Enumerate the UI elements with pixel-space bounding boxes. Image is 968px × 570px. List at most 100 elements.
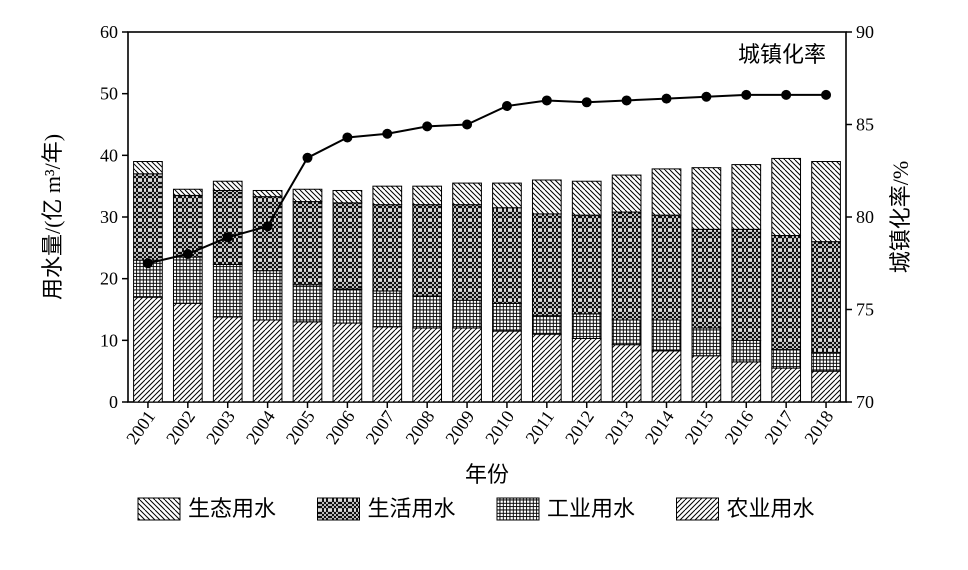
bar-industrial <box>652 320 681 351</box>
bar-domestic <box>213 190 242 264</box>
urbanization-point <box>622 95 632 105</box>
bar-domestic <box>772 236 801 350</box>
svg-text:2003: 2003 <box>202 407 239 448</box>
bar-domestic <box>293 202 322 285</box>
bar-ecological <box>732 165 761 230</box>
svg-text:生态用水: 生态用水 <box>188 496 276 521</box>
urbanization-point <box>701 92 711 102</box>
svg-text:2005: 2005 <box>282 407 319 448</box>
bar-domestic <box>812 242 841 353</box>
urbanization-point <box>662 94 672 104</box>
bar-industrial <box>333 289 362 323</box>
bar-industrial <box>812 353 841 372</box>
bar-domestic <box>532 214 561 316</box>
bar-domestic <box>453 205 482 301</box>
svg-text:2004: 2004 <box>242 407 279 448</box>
bar-agriculture <box>453 328 482 402</box>
bar-industrial <box>732 340 761 362</box>
urbanization-point <box>263 221 273 231</box>
svg-text:2010: 2010 <box>481 407 518 448</box>
svg-text:20: 20 <box>100 269 118 289</box>
svg-text:2008: 2008 <box>401 407 438 448</box>
bar-agriculture <box>652 351 681 402</box>
bar-domestic <box>692 229 721 328</box>
water-usage-chart: 0102030405060707580859020012002200320042… <box>10 10 958 560</box>
bar-agriculture <box>333 323 362 402</box>
bar-agriculture <box>612 345 641 402</box>
bar-agriculture <box>293 322 322 402</box>
bar-industrial <box>532 316 561 335</box>
svg-text:2018: 2018 <box>800 407 837 448</box>
bar-agriculture <box>173 303 202 402</box>
bar-agriculture <box>373 327 402 402</box>
svg-text:城镇化率/%: 城镇化率/% <box>888 161 913 273</box>
bar-ecological <box>413 186 442 205</box>
urbanization-point <box>462 120 472 130</box>
bar-agriculture <box>532 334 561 402</box>
urbanization-point <box>303 153 313 163</box>
svg-text:2017: 2017 <box>760 407 797 448</box>
urbanization-point <box>223 232 233 242</box>
bar-domestic <box>173 195 202 257</box>
bar-agriculture <box>812 371 841 402</box>
bar-industrial <box>493 303 522 331</box>
svg-text:生活用水: 生活用水 <box>368 496 456 521</box>
svg-text:2011: 2011 <box>521 407 558 447</box>
bar-ecological <box>293 189 322 201</box>
bar-domestic <box>572 215 601 314</box>
bar-agriculture <box>413 328 442 402</box>
bar-agriculture <box>572 338 601 402</box>
urbanization-point <box>183 249 193 259</box>
bar-domestic <box>333 203 362 289</box>
svg-text:80: 80 <box>856 207 874 227</box>
urbanization-point <box>143 258 153 268</box>
bar-agriculture <box>213 317 242 402</box>
bar-ecological <box>772 158 801 235</box>
legend-swatch-domestic <box>318 498 360 520</box>
bar-industrial <box>772 350 801 369</box>
svg-text:50: 50 <box>100 84 118 104</box>
urbanization-point <box>821 90 831 100</box>
bar-industrial <box>253 271 282 320</box>
bar-industrial <box>572 314 601 339</box>
bar-domestic <box>134 174 163 260</box>
urbanization-point <box>422 121 432 131</box>
bar-ecological <box>373 186 402 205</box>
svg-text:0: 0 <box>109 392 118 412</box>
urbanization-point <box>741 90 751 100</box>
urbanization-point <box>502 101 512 111</box>
svg-text:2002: 2002 <box>162 407 199 448</box>
bar-domestic <box>612 212 641 320</box>
bar-industrial <box>213 264 242 316</box>
bar-agriculture <box>493 331 522 402</box>
bar-agriculture <box>772 368 801 402</box>
svg-text:城镇化率: 城镇化率 <box>738 42 826 67</box>
bar-industrial <box>612 320 641 345</box>
bar-domestic <box>493 208 522 304</box>
svg-text:10: 10 <box>100 330 118 350</box>
svg-text:年份: 年份 <box>465 462 509 487</box>
bar-ecological <box>253 190 282 196</box>
svg-text:85: 85 <box>856 115 874 135</box>
svg-text:用水量/(亿 m³/年): 用水量/(亿 m³/年) <box>40 134 65 300</box>
svg-text:2014: 2014 <box>641 407 678 448</box>
bar-ecological <box>812 162 841 242</box>
svg-text:30: 30 <box>100 207 118 227</box>
bar-ecological <box>612 175 641 212</box>
bar-industrial <box>173 257 202 303</box>
svg-text:70: 70 <box>856 392 874 412</box>
svg-text:60: 60 <box>100 22 118 42</box>
urbanization-point <box>542 95 552 105</box>
chart-svg: 0102030405060707580859020012002200320042… <box>10 10 958 560</box>
bar-domestic <box>373 205 402 291</box>
bar-ecological <box>173 189 202 195</box>
svg-text:2012: 2012 <box>561 407 598 448</box>
bar-ecological <box>493 183 522 208</box>
svg-text:40: 40 <box>100 145 118 165</box>
svg-text:2015: 2015 <box>681 407 718 448</box>
bar-industrial <box>453 300 482 328</box>
bar-agriculture <box>732 362 761 402</box>
bar-agriculture <box>253 320 282 402</box>
svg-text:2009: 2009 <box>441 407 478 448</box>
bar-domestic <box>652 215 681 320</box>
